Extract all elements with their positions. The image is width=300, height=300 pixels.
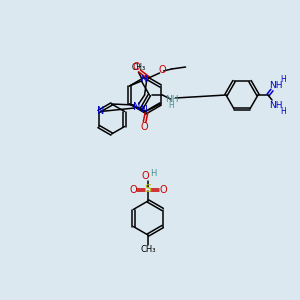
Text: O: O (141, 122, 148, 132)
Text: NH: NH (269, 100, 283, 109)
Text: O: O (133, 62, 140, 72)
Text: NH: NH (269, 80, 283, 89)
Text: S: S (144, 184, 152, 194)
Text: CH₃: CH₃ (140, 245, 156, 254)
Text: N: N (140, 76, 147, 85)
Text: O: O (159, 65, 167, 75)
Text: O: O (159, 185, 167, 195)
Text: O: O (141, 171, 149, 181)
Text: O: O (129, 185, 137, 195)
Text: H: H (280, 74, 286, 83)
Text: H: H (280, 106, 286, 116)
Text: CH₃: CH₃ (131, 62, 146, 71)
Text: H: H (150, 169, 156, 178)
Text: N: N (97, 106, 104, 116)
Text: H: H (169, 101, 174, 110)
Text: N: N (140, 106, 147, 115)
Text: N: N (133, 102, 140, 112)
Text: NH: NH (165, 95, 178, 104)
